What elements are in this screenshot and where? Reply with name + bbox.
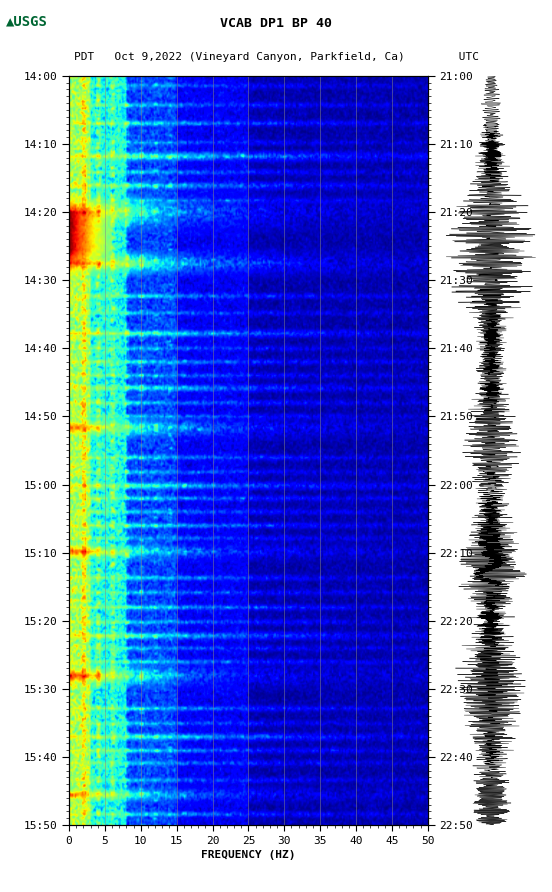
Text: PDT   Oct 9,2022 (Vineyard Canyon, Parkfield, Ca)        UTC: PDT Oct 9,2022 (Vineyard Canyon, Parkfie…	[73, 52, 479, 62]
X-axis label: FREQUENCY (HZ): FREQUENCY (HZ)	[201, 850, 296, 860]
Text: ▲USGS: ▲USGS	[6, 14, 47, 29]
Text: VCAB DP1 BP 40: VCAB DP1 BP 40	[220, 17, 332, 29]
